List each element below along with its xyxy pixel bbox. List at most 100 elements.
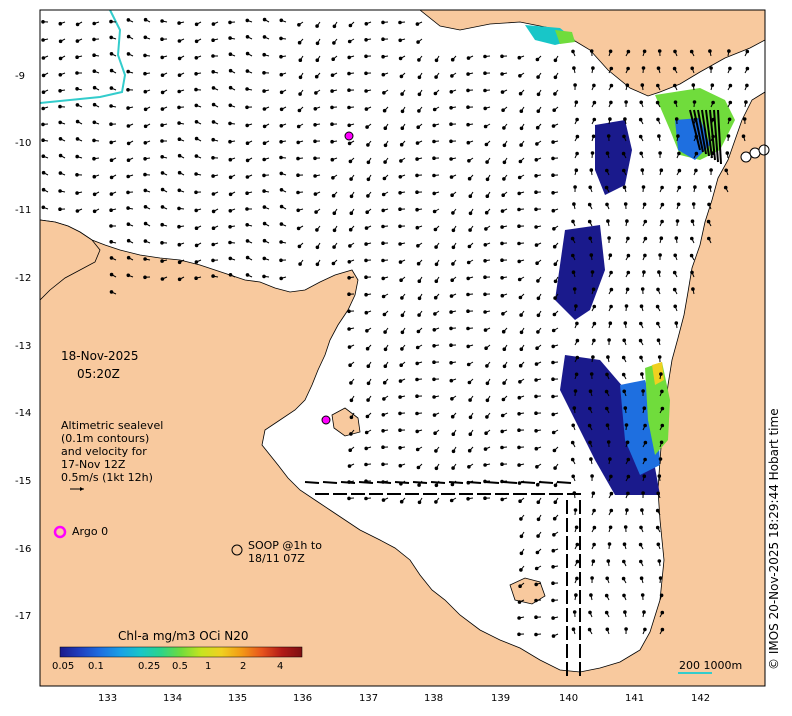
velocity-arrowhead: [160, 90, 165, 95]
velocity-arrowhead: [621, 372, 626, 377]
velocity-arrowhead: [606, 440, 611, 444]
velocity-arrowhead: [228, 256, 233, 261]
velocity-arrowhead: [553, 92, 557, 96]
velocity-arrowhead: [466, 72, 470, 76]
velocity-arrowhead: [415, 377, 419, 382]
velocity-arrowhead: [553, 296, 557, 300]
velocity-arrowhead: [592, 304, 597, 309]
velocity-arrowhead: [589, 168, 594, 172]
land-new-guinea: [418, 9, 766, 97]
velocity-arrowhead: [552, 516, 557, 521]
velocity-arrowhead: [517, 259, 522, 264]
x-tick-label: 142: [691, 693, 711, 704]
velocity-arrowhead: [432, 413, 437, 417]
velocity-arrowhead: [41, 106, 46, 111]
velocity-arrowhead: [575, 355, 580, 360]
velocity-arrowhead: [347, 292, 351, 297]
chl-patch-1: [595, 120, 632, 195]
velocity-arrowhead: [279, 18, 284, 23]
strong-velocity-arrow: [304, 481, 320, 484]
velocity-arrowhead: [690, 66, 695, 71]
velocity-arrowhead: [211, 174, 215, 178]
velocity-arrowhead: [605, 168, 609, 173]
velocity-arrowhead: [349, 398, 354, 403]
velocity-arrowhead: [364, 38, 368, 42]
velocity-arrowhead: [109, 272, 114, 277]
velocity-arrowhead: [381, 276, 386, 281]
velocity-arrowhead: [572, 406, 577, 410]
velocity-arrowhead: [553, 75, 558, 80]
velocity-arrowhead: [689, 253, 694, 258]
velocity-arrowhead: [518, 159, 523, 164]
velocity-arrowhead: [400, 296, 404, 300]
velocity-arrowhead: [211, 226, 216, 230]
velocity-arrowhead: [228, 192, 233, 197]
velocity-arrowhead: [75, 55, 79, 60]
velocity-arrowhead: [416, 465, 421, 470]
velocity-arrowhead: [623, 321, 628, 325]
velocity-arrowhead: [434, 466, 439, 471]
velocity-arrowhead: [143, 107, 148, 112]
velocity-arrowhead: [450, 397, 454, 401]
argo-float-marker[interactable]: [321, 415, 331, 425]
velocity-arrowhead: [245, 87, 249, 91]
velocity-arrowhead: [693, 185, 697, 189]
velocity-arrowhead: [399, 278, 403, 283]
velocity-arrowhead: [643, 440, 648, 445]
velocity-arrowhead: [500, 90, 505, 94]
velocity-arrowhead: [349, 194, 354, 199]
velocity-arrowhead: [592, 525, 597, 530]
velocity-arrowhead: [398, 191, 402, 195]
velocity-arrowhead: [517, 175, 522, 180]
velocity-arrowhead: [297, 40, 302, 45]
velocity-arrowhead: [398, 260, 403, 264]
land-arnhem-coast: [39, 219, 101, 301]
soop-track-marker[interactable]: [749, 147, 761, 159]
velocity-arrowhead: [194, 154, 199, 158]
velocity-arrowhead: [502, 126, 506, 130]
velocity-arrowhead: [41, 38, 45, 42]
velocity-arrowhead: [398, 20, 402, 25]
velocity-arrowhead: [625, 219, 629, 223]
velocity-arrowhead: [75, 209, 80, 213]
velocity-arrowhead: [707, 202, 711, 207]
velocity-arrowhead: [626, 49, 631, 54]
velocity-arrowhead: [382, 312, 387, 317]
velocity-arrowhead: [160, 259, 164, 263]
velocity-arrowhead: [626, 253, 631, 258]
velocity-arrowhead: [416, 329, 421, 334]
velocity-arrowhead: [674, 236, 679, 240]
velocity-arrowhead: [468, 228, 472, 232]
velocity-arrowhead: [381, 208, 386, 213]
velocity-arrowhead: [640, 593, 645, 597]
velocity-arrowhead: [449, 498, 454, 503]
velocity-arrowhead: [92, 138, 96, 143]
velocity-arrowhead: [535, 346, 539, 351]
velocity-arrowhead: [451, 228, 456, 233]
x-tick-label: 141: [625, 693, 645, 704]
velocity-arrowhead: [553, 500, 558, 505]
velocity-arrowhead: [573, 508, 578, 512]
velocity-arrowhead: [400, 313, 405, 318]
velocity-arrowhead: [551, 634, 556, 638]
velocity-arrowhead: [399, 363, 404, 368]
velocity-arrowhead: [194, 276, 198, 281]
velocity-arrowhead: [364, 292, 368, 297]
velocity-arrowhead: [709, 66, 713, 70]
strong-velocity-arrow: [412, 481, 428, 484]
velocity-arrowhead: [657, 270, 661, 274]
soop-track-marker[interactable]: [758, 144, 770, 156]
velocity-arrowhead: [92, 174, 97, 179]
argo-float-marker[interactable]: [344, 131, 354, 141]
velocity-arrowhead: [434, 58, 439, 63]
velocity-arrowhead: [485, 364, 489, 368]
velocity-arrowhead: [517, 224, 521, 228]
velocity-arrowhead: [640, 372, 644, 376]
velocity-arrowhead: [381, 258, 385, 263]
velocity-arrowhead: [467, 380, 472, 385]
velocity-arrowhead: [643, 236, 648, 241]
velocity-arrowhead: [433, 431, 437, 436]
soop-track-marker[interactable]: [740, 151, 752, 163]
velocity-arrowhead: [143, 275, 147, 280]
